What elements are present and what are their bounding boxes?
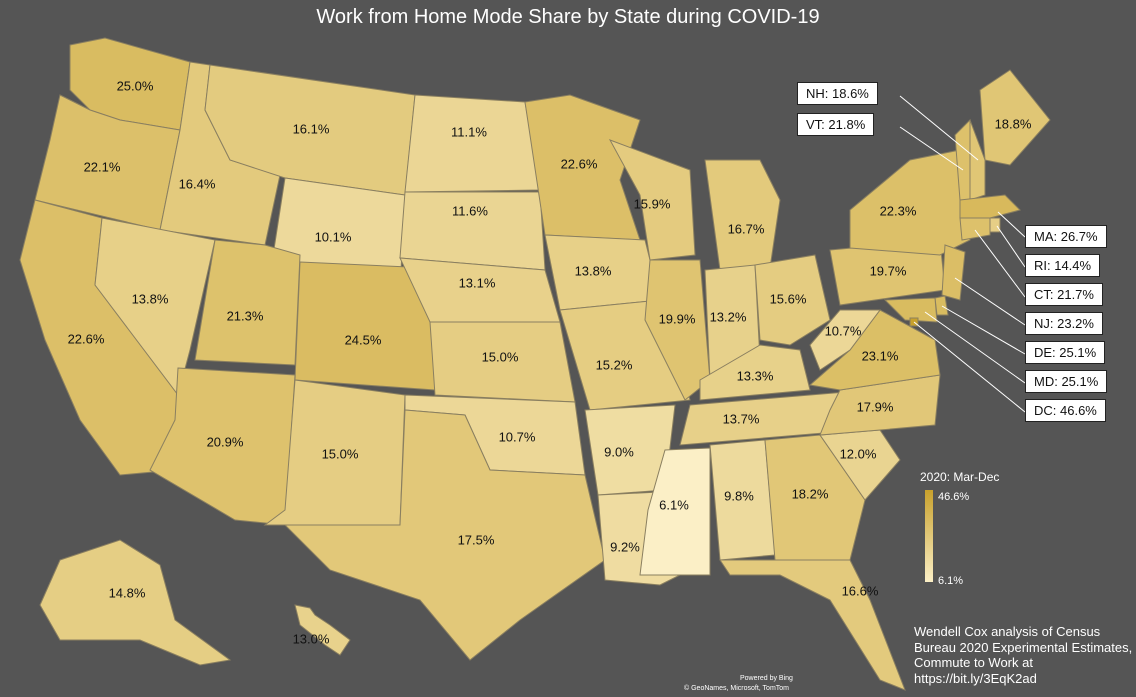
state-label-MT: 16.1% [293,121,330,136]
callout-DC: DC: 46.6% [1025,399,1106,422]
state-MA[interactable] [959,194,1021,219]
state-label-WI: 15.9% [634,196,671,211]
state-label-UT: 21.3% [227,308,264,323]
state-label-IA: 13.8% [575,263,612,278]
source-credit: Wendell Cox analysis of Census Bureau 20… [914,624,1132,686]
leader-line-NJ [954,277,1026,326]
state-WV[interactable] [809,309,881,371]
state-label-GA: 18.2% [792,486,829,501]
state-WI[interactable] [608,139,696,261]
legend-min-label: 6.1% [938,575,964,587]
state-RI[interactable] [989,217,1001,233]
state-label-SD: 11.6% [452,203,488,218]
credit-link[interactable]: https://bit.ly/3EqK2ad [914,670,1037,686]
state-label-TX: 17.5% [458,532,495,547]
state-label-NE: 13.1% [459,275,496,290]
state-label-OR: 22.1% [84,159,121,174]
leader-line-NH [899,95,979,161]
state-ND[interactable] [404,94,541,193]
callout-RI: RI: 14.4% [1025,254,1101,277]
state-NJ[interactable] [941,244,966,301]
state-MS[interactable] [639,447,711,576]
state-label-KS: 15.0% [482,349,519,364]
state-label-ME: 18.8% [995,116,1032,131]
state-label-SC: 12.0% [840,446,877,461]
callout-VT: VT: 21.8% [797,113,875,136]
state-KY[interactable] [699,344,811,401]
state-label-AL: 9.8% [724,488,754,503]
state-label-PA: 19.7% [870,263,907,278]
state-label-MS: 6.1% [659,497,689,512]
credit-line-3: Commute to Work at [914,655,1033,670]
state-label-MI: 16.7% [728,221,765,236]
state-AK[interactable] [39,539,232,666]
leader-line-VT [899,126,964,171]
state-DE[interactable] [934,295,949,316]
leader-line-MD [924,311,1026,384]
credit-line-1: Wendell Cox analysis of Census [914,624,1101,639]
legend-color-scale [925,490,933,582]
state-label-NY: 22.3% [880,203,917,218]
state-label-HI: 13.0% [293,631,330,646]
state-label-TN: 13.7% [723,411,760,426]
state-OH[interactable] [754,254,831,346]
callout-CT: CT: 21.7% [1025,283,1103,306]
powered-by-bing: Powered by Bing [740,675,793,682]
state-label-CO: 24.5% [345,332,382,347]
callout-MD: MD: 25.1% [1025,370,1108,393]
legend-title: 2020: Mar-Dec [920,470,1000,484]
legend-max-label: 46.6% [938,491,970,503]
credit-line-2: Bureau 2020 Experimental Estimates, [914,639,1133,655]
state-TX[interactable] [283,409,606,661]
state-label-NC: 17.9% [857,399,894,414]
state-NY[interactable] [849,149,971,256]
state-MD[interactable] [883,297,938,323]
leader-line-MA [997,211,1026,238]
state-label-KY: 13.3% [737,368,774,383]
leader-line-DE [941,305,1026,355]
callout-MA: MA: 26.7% [1025,225,1107,248]
callout-NJ: NJ: 23.2% [1025,312,1103,335]
state-label-WA: 25.0% [117,78,154,93]
state-label-MN: 22.6% [561,156,598,171]
state-label-AZ: 20.9% [207,434,244,449]
state-label-VA: 23.1% [862,348,899,363]
state-MI[interactable] [704,159,781,271]
state-label-ND: 11.1% [451,124,487,139]
state-label-WY: 10.1% [315,229,352,244]
map-title: Work from Home Mode Share by State durin… [316,6,820,28]
state-label-IL: 19.9% [659,311,696,326]
state-label-AR: 9.0% [604,444,634,459]
state-label-ID: 16.4% [179,176,216,191]
state-ME[interactable] [979,69,1051,166]
state-label-OH: 15.6% [770,291,807,306]
state-IL[interactable] [644,259,711,401]
state-label-AK: 14.8% [109,585,146,600]
state-label-CA: 22.6% [68,331,105,346]
state-HI[interactable] [294,604,351,656]
callout-NH: NH: 18.6% [797,82,878,105]
callout-DE: DE: 25.1% [1025,341,1106,364]
state-label-IN: 13.2% [710,309,747,324]
state-label-MO: 15.2% [596,357,633,372]
leader-line-RI [996,225,1026,268]
leader-line-DC [913,321,1026,413]
state-FL[interactable] [719,559,906,691]
state-CT[interactable] [959,217,991,241]
state-label-NV: 13.8% [132,291,169,306]
state-label-LA: 9.2% [610,539,640,554]
state-GA[interactable] [764,434,866,561]
leader-line-CT [974,229,1026,298]
state-label-NM: 15.0% [322,446,359,461]
state-label-WV: 10.7% [825,323,862,338]
state-label-FL: 16.6% [842,583,879,598]
map-attribution: © GeoNames, Microsoft, TomTom [684,685,789,692]
state-label-OK: 10.7% [499,429,536,444]
